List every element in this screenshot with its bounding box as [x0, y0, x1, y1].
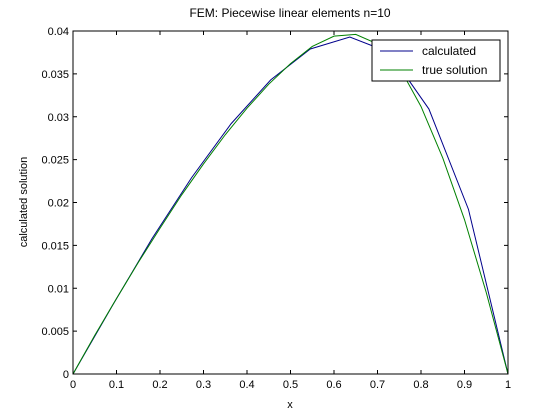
y-tick-label: 0.01 — [48, 283, 69, 295]
y-tick-label: 0.005 — [41, 326, 69, 338]
series-line-true-solution — [72, 33, 509, 375]
chart-title: FEM: Piecewise linear elements n=10 — [189, 6, 390, 20]
legend-box — [371, 39, 501, 82]
x-tick-label: 0.5 — [283, 379, 298, 391]
axes-layer: 0 0.1 0.2 0.3 0.4 0.5 0.6 0.7 0.8 0.9 1 0 0.005 0.01 0… — [41, 26, 511, 391]
x-tick-label: 0.3 — [196, 379, 211, 391]
x-tick-label: 0 — [70, 379, 76, 391]
x-tick-label: 0.8 — [413, 379, 428, 391]
y-tick-label: 0.04 — [48, 26, 69, 38]
x-axis-label: x — [287, 399, 293, 411]
y-tick-label: 0.03 — [48, 112, 69, 124]
y-axis-label: calculated solution — [18, 157, 30, 248]
y-tick-label: 0.02 — [48, 198, 69, 210]
y-tick-label: 0.025 — [41, 155, 69, 167]
x-tick-label: 0.7 — [370, 379, 385, 391]
plot-area — [73, 31, 508, 374]
y-tick-label: 0.035 — [41, 69, 69, 81]
x-tick-label: 1 — [505, 379, 511, 391]
series-line-calculated — [72, 36, 509, 375]
legend-label-calculated: calculated — [422, 44, 476, 58]
series-layer — [72, 33, 509, 375]
x-tick-label: 0.1 — [109, 379, 124, 391]
x-tick-label: 0.2 — [152, 379, 167, 391]
legend-label-true-solution: true solution — [422, 63, 487, 77]
x-tick-label: 0.9 — [457, 379, 472, 391]
y-tick-label: 0 — [63, 369, 69, 381]
x-tick-label: 0.4 — [239, 379, 254, 391]
y-tick-label: 0.015 — [41, 240, 69, 252]
legend: calculated true solution — [371, 39, 501, 82]
x-tick-label: 0.6 — [326, 379, 341, 391]
